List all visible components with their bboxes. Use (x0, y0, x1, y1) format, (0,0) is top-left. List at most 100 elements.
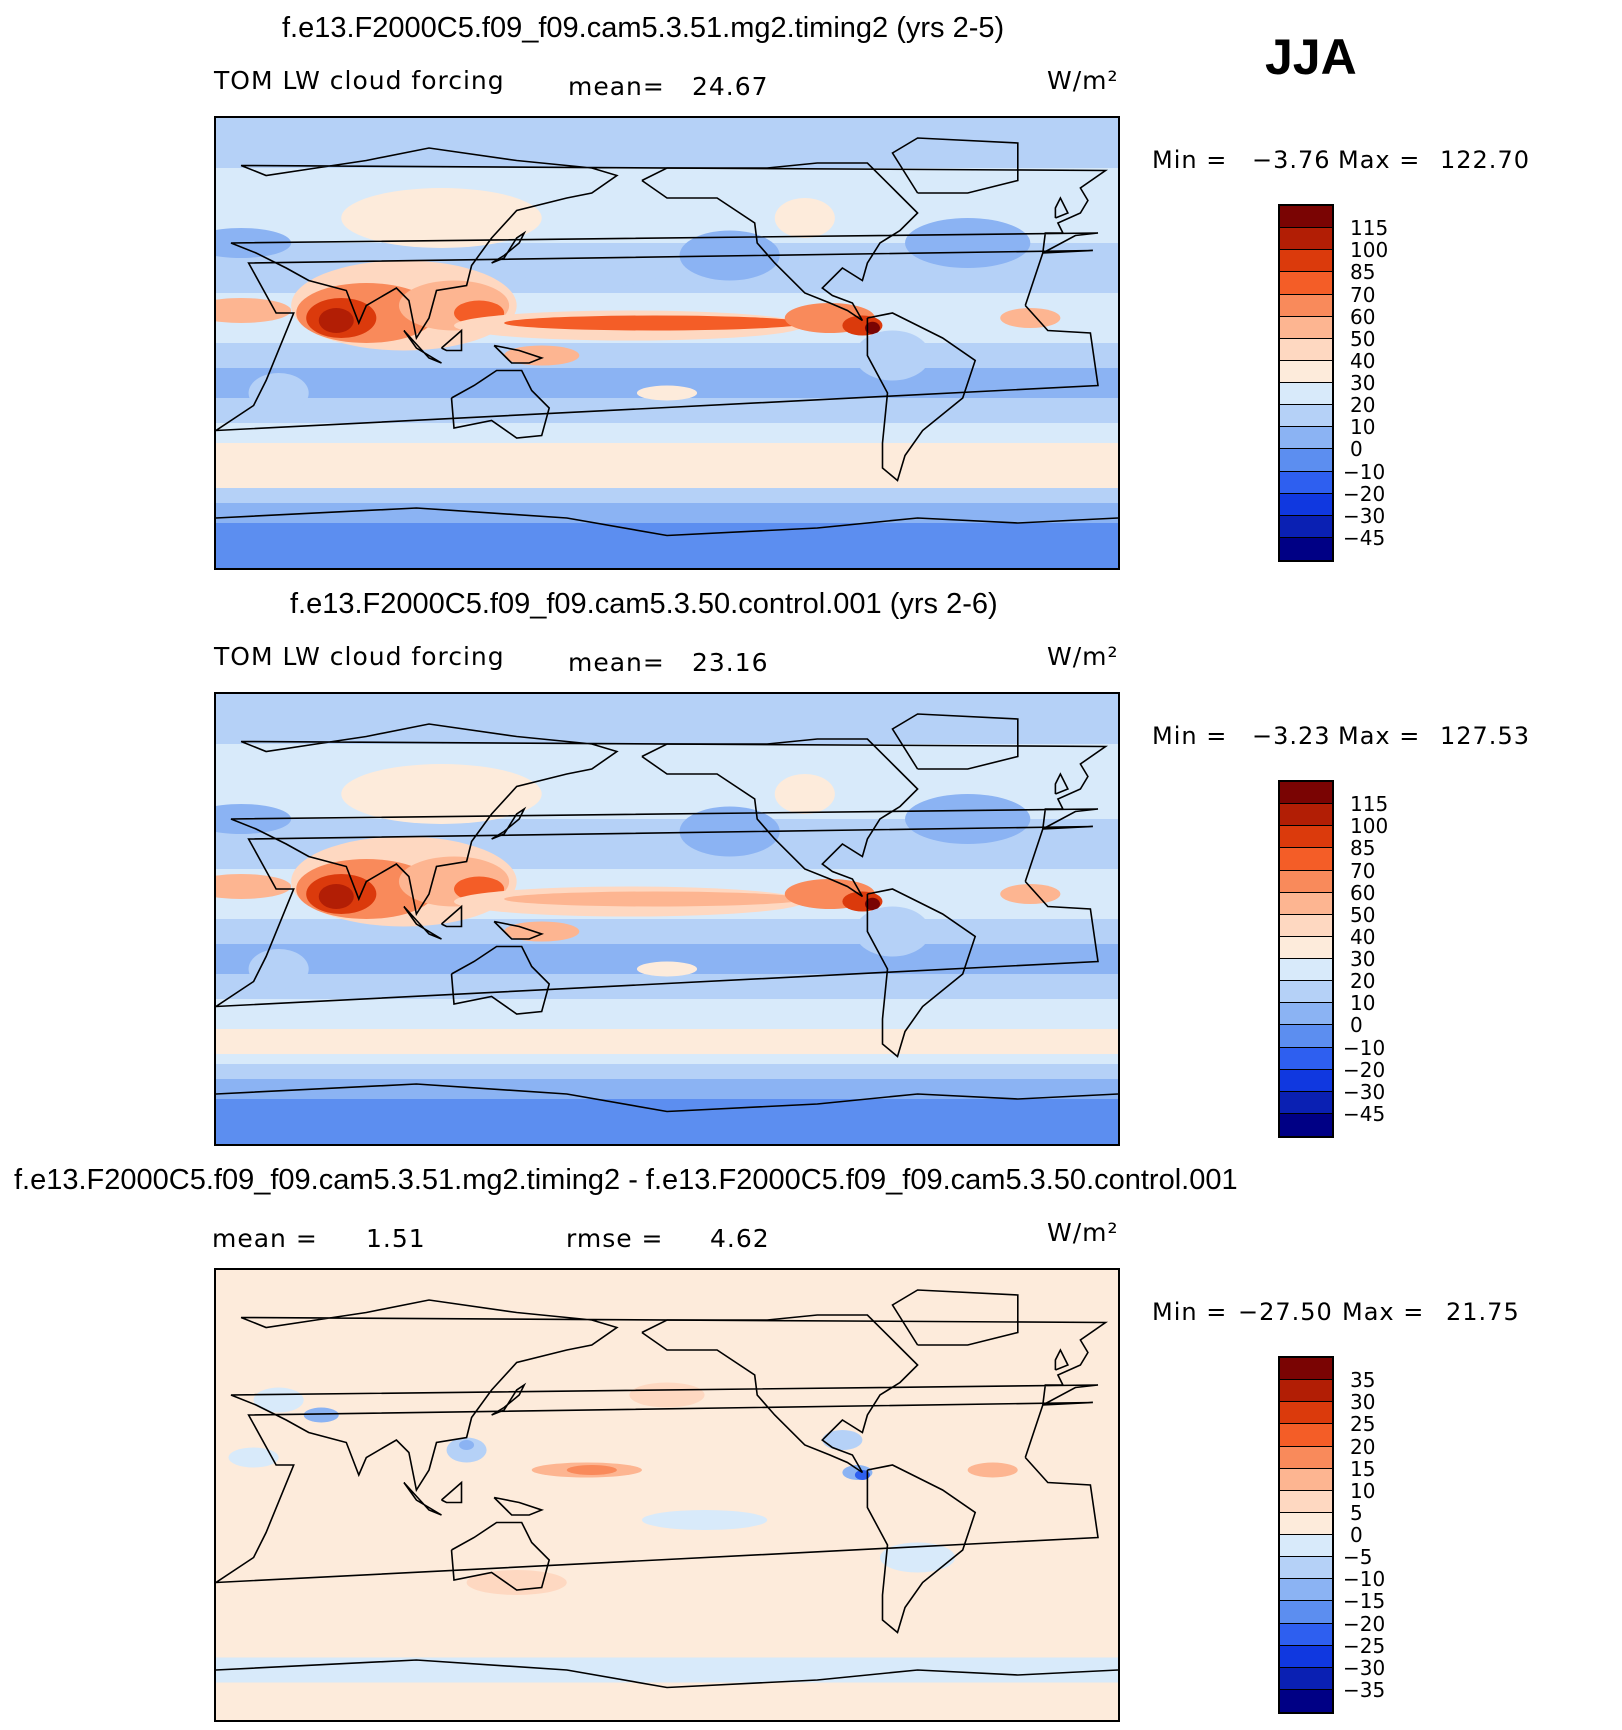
field-band (216, 694, 1118, 744)
field-contour (446, 1437, 487, 1463)
panel1-min-label: Min = (1152, 146, 1228, 174)
coastline (491, 230, 527, 264)
field-contour (459, 1440, 475, 1450)
colorbar-box (1280, 936, 1332, 959)
colorbar-box (1280, 1557, 1332, 1580)
field-contour (629, 1382, 705, 1408)
colorbar-tick-label: 20 (1350, 1434, 1376, 1459)
panel1-map (214, 116, 1120, 570)
colorbar-box (1280, 294, 1332, 317)
coastline (891, 1289, 1019, 1346)
colorbar-tick-label: 10 (1350, 415, 1376, 440)
field-band (216, 974, 1118, 999)
panel1-units: W/m² (1047, 66, 1119, 95)
colorbar-box (1280, 1069, 1332, 1092)
field-contour (216, 298, 292, 323)
field-contour (854, 906, 931, 957)
colorbar-tick-label: 50 (1350, 326, 1376, 351)
field-band (216, 453, 1118, 478)
colorbar-tick-label: −10 (1343, 1035, 1386, 1060)
colorbar-tick-label: 100 (1350, 238, 1389, 263)
colorbar-tick-label: −20 (1343, 1611, 1386, 1636)
panel2-title: f.e13.F2000C5.f09_f09.cam5.3.50.control.… (290, 588, 998, 620)
colorbar-box (1280, 515, 1332, 538)
colorbar-box (1280, 848, 1332, 871)
panel1-map-svg (216, 118, 1118, 568)
colorbar-box (1280, 1490, 1332, 1513)
field-contour (636, 961, 698, 977)
colorbar-box (1280, 537, 1332, 560)
panel2-colorbar (1278, 780, 1334, 1138)
field-band (216, 503, 1118, 523)
panel3-max-label: Max = (1342, 1298, 1425, 1326)
coastline (493, 920, 545, 940)
field-contour (466, 1570, 567, 1595)
field-contour (774, 198, 835, 238)
field-contour (774, 774, 835, 814)
field-band (216, 1682, 1118, 1720)
coastline (440, 1480, 463, 1504)
panel3-colorbar (1278, 1356, 1334, 1714)
panel2-max-value: 127.53 (1440, 722, 1530, 750)
field-contour (864, 897, 880, 911)
colorbar-tick-label: 70 (1350, 858, 1376, 883)
field-contour (967, 1462, 1018, 1478)
field-contour (341, 764, 542, 824)
field-contour (641, 1510, 768, 1530)
colorbar-box (1280, 782, 1332, 805)
panel3-rmse-value: 4.62 (710, 1224, 770, 1253)
coastline (891, 137, 1019, 194)
field-contour (516, 248, 667, 288)
colorbar-box (1280, 892, 1332, 915)
field-contour (905, 218, 1031, 268)
panel2-min-value: −3.23 (1252, 722, 1331, 750)
coastline (450, 945, 551, 1015)
field-contour (822, 1430, 863, 1450)
colorbar-tick-label: 40 (1350, 348, 1376, 373)
colorbar-tick-label: 100 (1350, 814, 1389, 839)
field-contour (248, 373, 309, 413)
colorbar-tick-label: −30 (1343, 1079, 1386, 1104)
panel3-rmse-label: rmse = (566, 1224, 664, 1253)
colorbar-tick-label: 50 (1350, 902, 1376, 927)
coastline (641, 1314, 919, 1474)
colorbar-tick-label: 5 (1350, 1500, 1363, 1525)
coastline (440, 328, 463, 352)
colorbar-tick-label: −5 (1343, 1545, 1373, 1570)
colorbar-box (1280, 1512, 1332, 1535)
field-band (216, 999, 1118, 1019)
field-contour (341, 188, 542, 248)
coastline (1054, 1348, 1070, 1371)
field-band (216, 343, 1118, 368)
colorbar-tick-label: −35 (1343, 1677, 1386, 1702)
colorbar-tick-label: 70 (1350, 282, 1376, 307)
panel2-min-label: Min = (1152, 722, 1228, 750)
panel2-variable: TOM LW cloud forcing (214, 642, 505, 671)
colorbar-tick-label: 35 (1350, 1368, 1376, 1393)
colorbar-box (1280, 1667, 1332, 1690)
colorbar-box (1280, 1380, 1332, 1403)
field-contour (905, 794, 1031, 844)
panel3-max-value: 21.75 (1446, 1298, 1520, 1326)
colorbar-box (1280, 1623, 1332, 1646)
coastline (641, 162, 919, 322)
field-contour (216, 874, 292, 899)
field-contour (516, 824, 667, 864)
colorbar-box (1280, 360, 1332, 383)
panel1-min-value: −3.76 (1252, 146, 1331, 174)
coastline (403, 905, 442, 940)
colorbar-tick-label: 0 (1350, 437, 1363, 462)
field-band (216, 1029, 1118, 1054)
field-contour (504, 891, 805, 907)
field-band (216, 1270, 1118, 1720)
field-contour (566, 1465, 617, 1475)
coastline (1054, 196, 1070, 219)
panel2-max-label: Max = (1338, 722, 1421, 750)
colorbar-box (1280, 493, 1332, 516)
colorbar-box (1280, 1601, 1332, 1624)
colorbar-box (1280, 1113, 1332, 1136)
colorbar-tick-label: 30 (1350, 947, 1376, 971)
coastline (230, 723, 1109, 917)
colorbar-box (1280, 1446, 1332, 1469)
colorbar-tick-label: −20 (1343, 481, 1386, 506)
